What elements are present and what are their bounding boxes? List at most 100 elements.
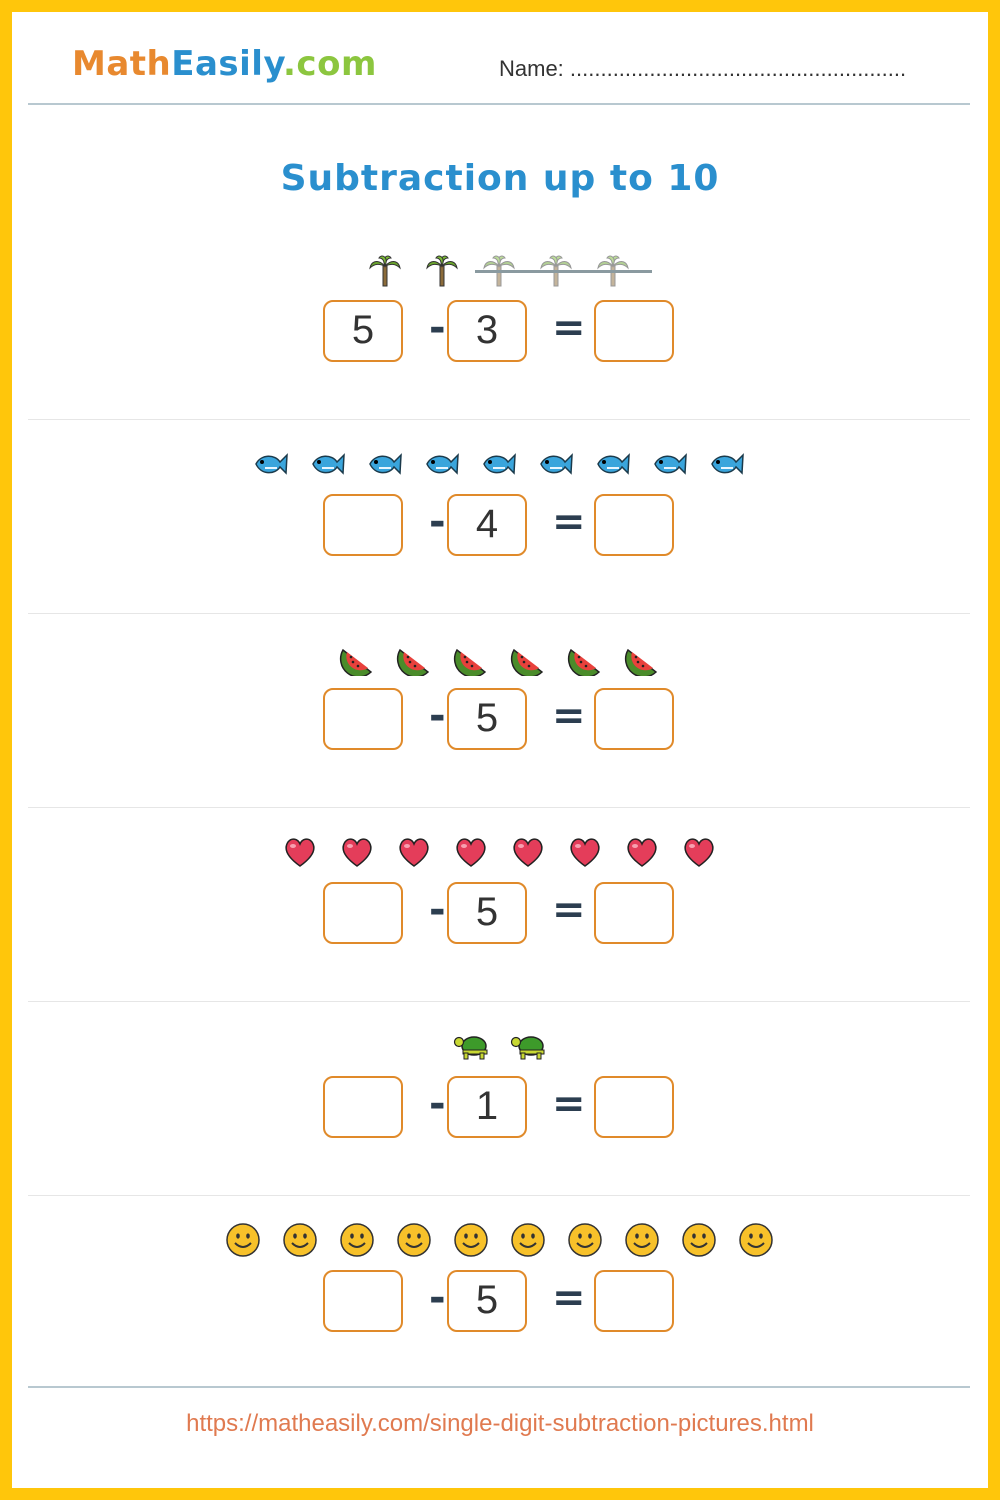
fish-icon xyxy=(538,446,574,482)
subtrahend-box: 4 xyxy=(447,494,527,556)
fish-icon xyxy=(709,446,745,482)
row-divider xyxy=(28,1195,970,1196)
picture-group xyxy=(28,1222,970,1262)
heart-icon xyxy=(282,834,318,870)
watermelon-icon xyxy=(567,640,603,678)
worksheet: MathEasily.com Name: ...................… xyxy=(12,12,988,1488)
minus-sign: - xyxy=(429,1081,446,1127)
answer-box[interactable] xyxy=(594,1270,674,1332)
smiley-icon xyxy=(624,1222,660,1258)
equals-sign: = xyxy=(552,693,586,739)
answer-box[interactable] xyxy=(594,300,674,362)
logo-easily: Easily xyxy=(171,44,284,84)
minus-sign: - xyxy=(429,305,446,351)
fish-icon xyxy=(652,446,688,482)
watermelon-icon xyxy=(624,640,660,678)
problem-row: -1 = xyxy=(28,1002,970,1196)
row-divider xyxy=(28,613,970,614)
heart-icon xyxy=(396,834,432,870)
picture-group xyxy=(28,252,970,292)
picture-group xyxy=(28,834,970,874)
heart-icon xyxy=(681,834,717,870)
row-divider xyxy=(28,1001,970,1002)
minus-sign: - xyxy=(429,499,446,545)
equation: -4 = xyxy=(28,494,970,556)
fish-icon xyxy=(595,446,631,482)
page-title: Subtraction up to 10 xyxy=(280,158,720,199)
fish-icon xyxy=(481,446,517,482)
minuend-box[interactable] xyxy=(323,1270,403,1332)
fish-icon xyxy=(424,446,460,482)
smiley-icon xyxy=(225,1222,261,1258)
palm-tree-icon xyxy=(538,252,574,288)
equals-sign: = xyxy=(552,887,586,933)
equation: 5-3 = xyxy=(28,300,970,362)
equals-sign: = xyxy=(552,1081,586,1127)
problem-row: -4 = xyxy=(28,420,970,614)
equals-sign: = xyxy=(552,1275,586,1321)
picture-group xyxy=(28,640,970,680)
fish-icon xyxy=(367,446,403,482)
smiley-icon xyxy=(282,1222,318,1258)
minuend-box[interactable] xyxy=(323,1076,403,1138)
minus-sign: - xyxy=(429,693,446,739)
logo[interactable]: MathEasily.com xyxy=(72,44,377,84)
strike-line xyxy=(475,270,652,273)
heart-icon xyxy=(339,834,375,870)
logo-math: Math xyxy=(72,44,172,84)
footer-url[interactable]: https://matheasily.com/single-digit-subt… xyxy=(186,1410,814,1437)
watermelon-icon xyxy=(453,640,489,678)
equation: -5 = xyxy=(28,1270,970,1332)
smiley-icon xyxy=(738,1222,774,1258)
minus-sign: - xyxy=(429,1275,446,1321)
problem-row: -5 = xyxy=(28,808,970,1002)
subtrahend-box: 5 xyxy=(447,882,527,944)
palm-tree-icon xyxy=(424,252,460,288)
logo-com: .com xyxy=(283,44,377,84)
problem-row: -5 = xyxy=(28,614,970,808)
heart-icon xyxy=(510,834,546,870)
answer-box[interactable] xyxy=(594,1076,674,1138)
smiley-icon xyxy=(453,1222,489,1258)
heart-icon xyxy=(567,834,603,870)
smiley-icon xyxy=(681,1222,717,1258)
footer-divider xyxy=(28,1386,970,1388)
minuend-box[interactable] xyxy=(323,882,403,944)
row-divider xyxy=(28,807,970,808)
smiley-icon xyxy=(510,1222,546,1258)
turtle-icon xyxy=(453,1028,489,1064)
watermelon-icon xyxy=(510,640,546,678)
palm-tree-icon xyxy=(367,252,403,288)
minuend-box: 5 xyxy=(323,300,403,362)
palm-tree-icon xyxy=(481,252,517,288)
heart-icon xyxy=(624,834,660,870)
answer-box[interactable] xyxy=(594,494,674,556)
heart-icon xyxy=(453,834,489,870)
watermelon-icon xyxy=(396,640,432,678)
subtrahend-box: 1 xyxy=(447,1076,527,1138)
turtle-icon xyxy=(510,1028,546,1064)
problem-row: -5 = xyxy=(28,1196,970,1390)
watermelon-icon xyxy=(339,640,375,678)
answer-box[interactable] xyxy=(594,882,674,944)
fish-icon xyxy=(253,446,289,482)
equals-sign: = xyxy=(552,499,586,545)
palm-tree-icon xyxy=(595,252,631,288)
name-field[interactable]: Name: ..................................… xyxy=(499,56,907,81)
equation: -5 = xyxy=(28,688,970,750)
header-divider xyxy=(28,103,970,105)
minus-sign: - xyxy=(429,887,446,933)
equation: -5 = xyxy=(28,882,970,944)
minuend-box[interactable] xyxy=(323,494,403,556)
minuend-box[interactable] xyxy=(323,688,403,750)
subtrahend-box: 5 xyxy=(447,688,527,750)
picture-group xyxy=(28,446,970,486)
picture-group xyxy=(28,1028,970,1068)
problem-row: 5-3 = xyxy=(28,226,970,420)
row-divider xyxy=(28,419,970,420)
fish-icon xyxy=(310,446,346,482)
answer-box[interactable] xyxy=(594,688,674,750)
smiley-icon xyxy=(339,1222,375,1258)
smiley-icon xyxy=(567,1222,603,1258)
subtrahend-box: 3 xyxy=(447,300,527,362)
